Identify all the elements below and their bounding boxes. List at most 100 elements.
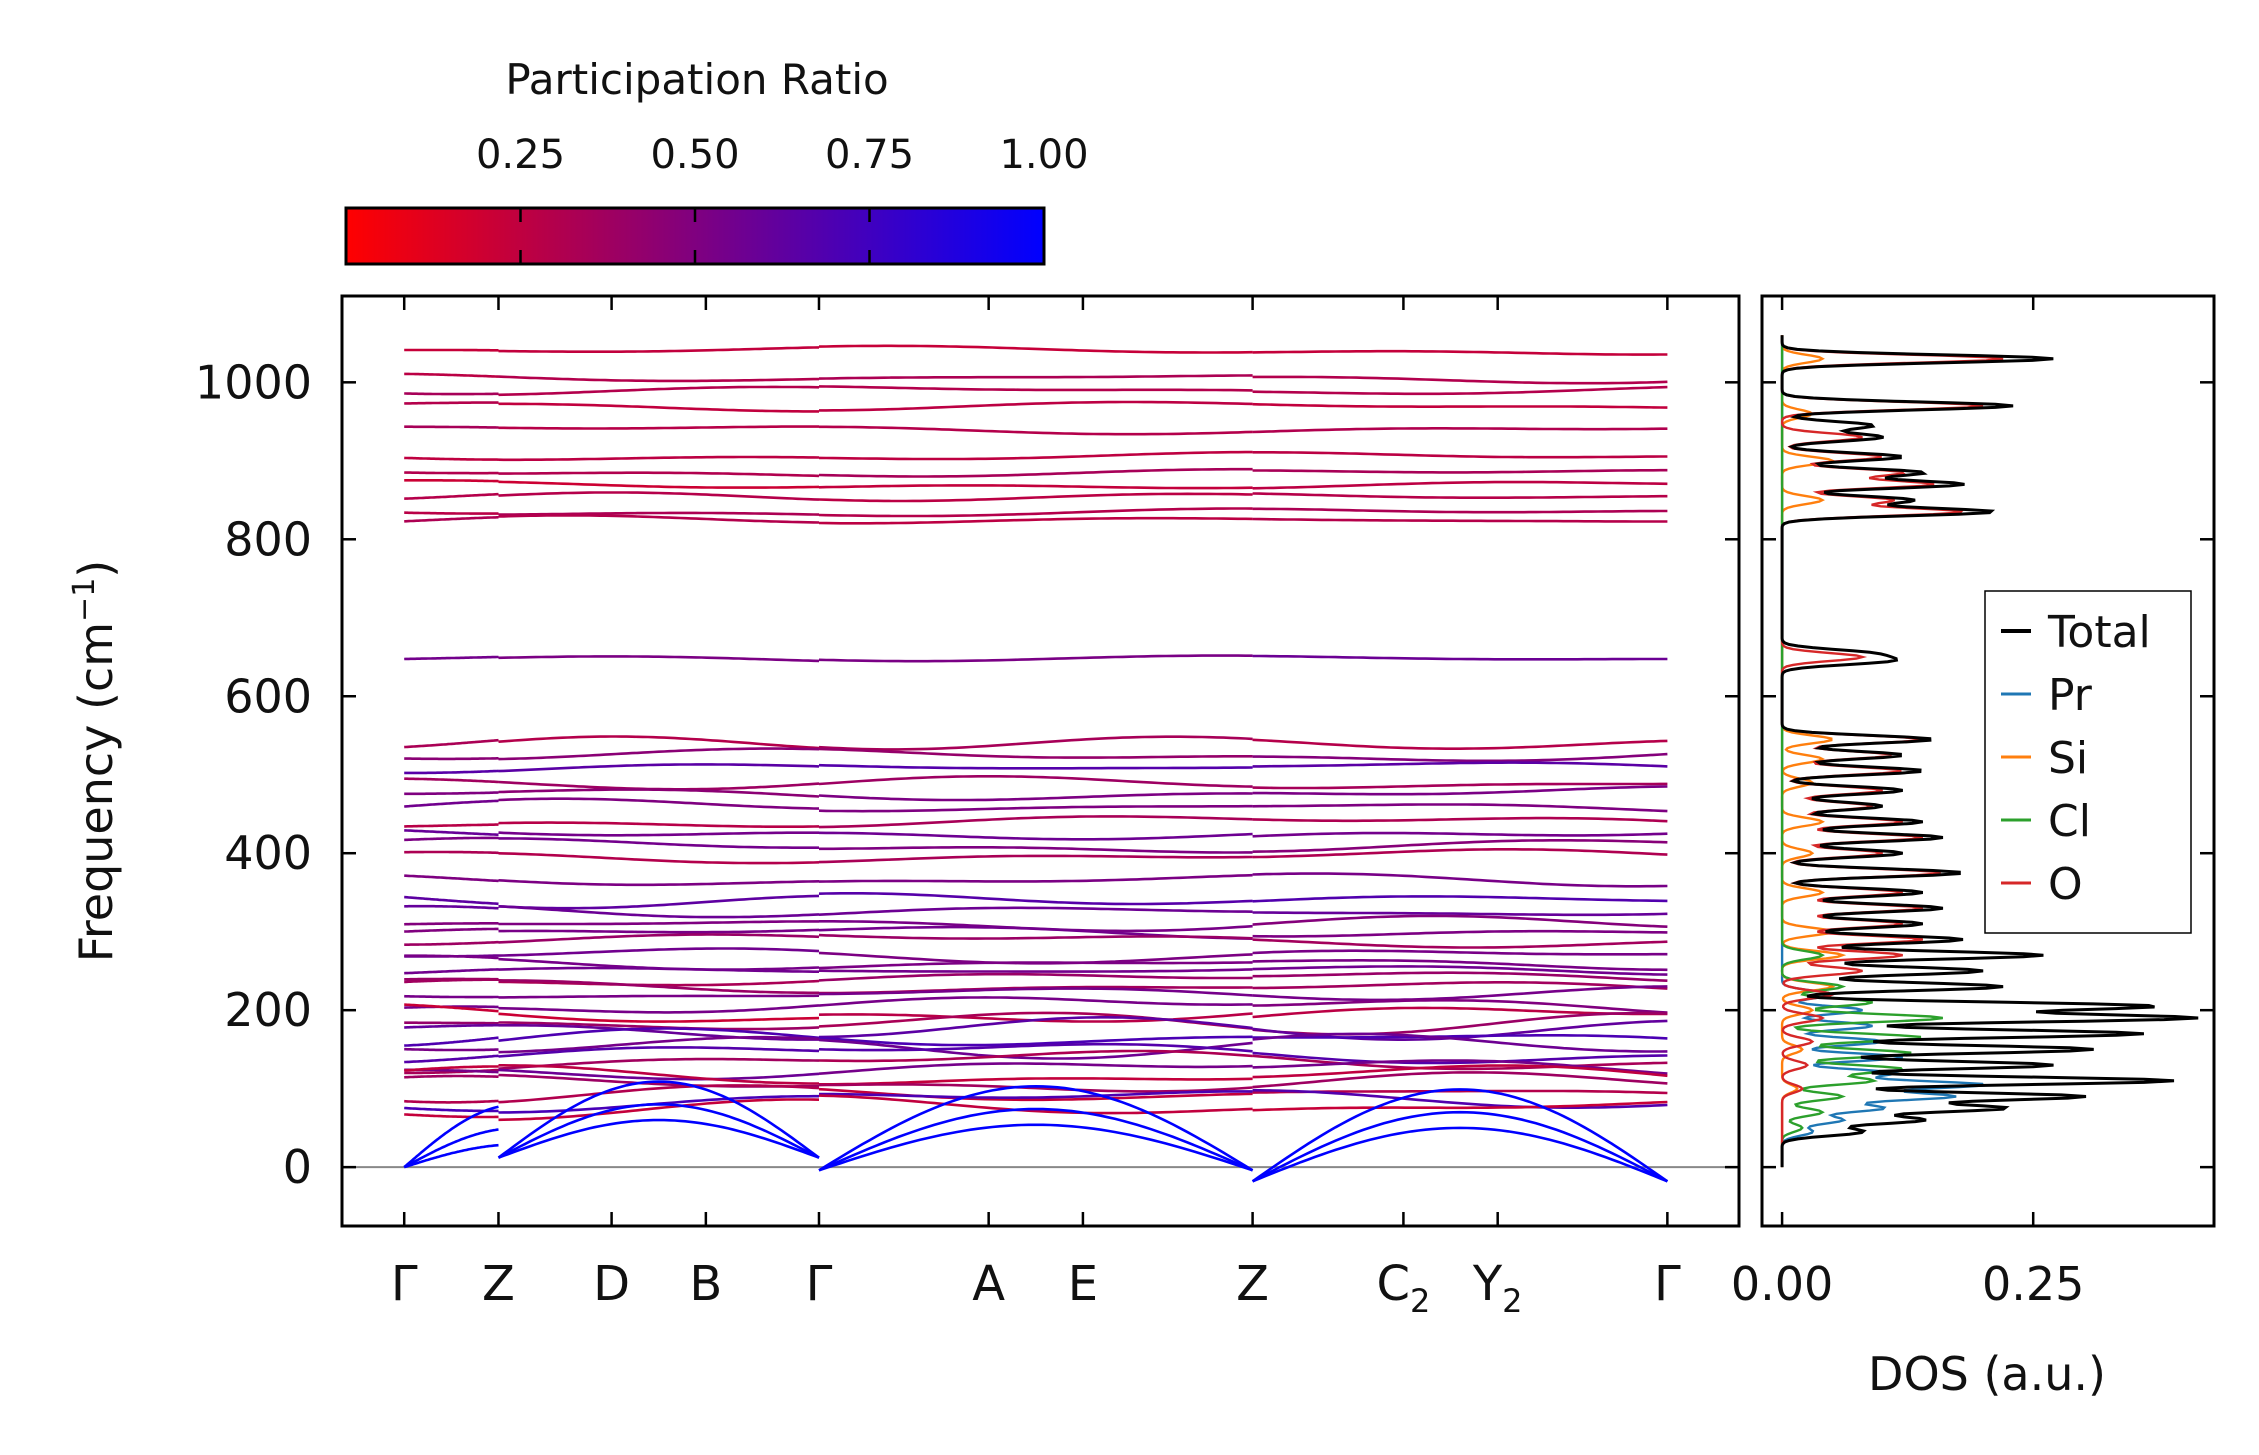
low-frequency-band [818,831,1253,841]
low-frequency-band [1252,938,1668,949]
high-frequency-band [404,401,499,405]
low-frequency-band [1252,803,1668,813]
low-frequency-band [498,1046,820,1058]
low-frequency-band [1252,782,1668,790]
low-frequency-band [1252,949,1668,956]
low-frequency-band [1252,752,1668,763]
low-frequency-band [498,1068,820,1081]
colorbar-tick-label: 0.75 [825,132,914,178]
low-frequency-band [404,1099,499,1104]
low-frequency-band [1252,1032,1668,1053]
low-frequency-band [819,1077,1253,1086]
low-frequency-band [498,1098,820,1122]
kpoint-label: B [689,1256,722,1312]
low-frequency-band [498,821,820,828]
kpoint-label: D [593,1256,630,1312]
low-frequency-band [404,769,499,775]
low-frequency-band [1252,1100,1668,1112]
low-frequency-band [818,1016,1253,1039]
low-frequency-band [818,1049,1253,1063]
low-frequency-band [404,829,499,836]
high-frequency-band [1252,507,1668,514]
low-frequency-band [404,874,499,883]
low-frequency-band [818,892,1253,906]
y-tick-label: 1000 [195,355,312,409]
low-frequency-band [498,1012,820,1023]
acoustic-branch [818,1123,1254,1172]
high-frequency-band [1252,492,1668,499]
low-frequency-band [404,978,499,984]
low-frequency-band [498,837,819,849]
high-frequency-band [498,480,820,489]
high-frequency-band [1252,385,1668,396]
low-frequency-band [818,1035,1253,1047]
low-frequency-band [498,928,820,934]
colorbar-ticks [519,208,871,264]
kpoint-label: Y2 [1472,1256,1523,1320]
low-frequency-band [1252,999,1668,1014]
high-frequency-band [1252,480,1668,490]
low-frequency-band [818,815,1253,829]
high-frequency-band [818,492,1253,503]
low-frequency-band [1252,981,1668,990]
low-frequency-band [498,920,819,926]
low-frequency-band [818,933,1253,940]
high-frequency-band [404,456,499,461]
acoustic-branch [403,1105,499,1169]
low-frequency-band [404,895,499,906]
band-y-ticks [342,381,1739,1169]
kpoint-label: A [972,1256,1005,1312]
acoustic-branch [403,1143,499,1169]
high-frequency-band [498,346,820,353]
low-frequency-band [1252,831,1668,838]
low-frequency-band [404,1054,499,1064]
high-frequency-band [404,392,499,396]
colorbar-tick-labels: 0.25 0.50 0.75 1.00 [476,132,1089,178]
low-frequency-band [498,735,820,750]
low-frequency-band [404,1021,499,1025]
band-kpoint-labels: Γ Z D B Γ A E Z C2 Y2 Γ [391,1256,1681,1320]
y-tick-label: 800 [224,512,312,566]
acoustic-branch [403,1128,499,1169]
high-frequency-band [498,402,819,413]
high-frequency-band [818,344,1253,354]
legend-label-pr: Pr [2048,670,2093,721]
high-frequency-band [1252,402,1668,409]
high-frequency-band [404,425,499,429]
high-frequency-band [819,400,1253,412]
low-frequency-band [1252,971,1668,982]
low-frequency-band [498,966,819,973]
legend-label-si: Si [2048,733,2088,784]
low-frequency-band [1252,959,1668,972]
high-frequency-band [404,471,499,475]
high-frequency-band [498,385,820,397]
low-frequency-band [404,1023,499,1029]
acoustic-branch [497,1103,820,1159]
low-frequency-band [1252,1034,1668,1040]
colorbar-tick-label: 0.25 [476,132,565,178]
dos-legend: Total Pr Si Cl O [1984,590,2192,934]
high-frequency-band [498,425,819,430]
low-frequency-band [498,894,820,910]
high-frequency-band [1252,451,1668,459]
low-frequency-band [818,735,1253,751]
acoustic-branch [1251,1110,1668,1183]
high-frequency-band [404,479,499,483]
high-frequency-band [1252,517,1668,523]
acoustic-branch [818,1084,1254,1172]
low-frequency-band [404,940,499,946]
dos-x-tick-label: 0.25 [1982,1257,2084,1311]
low-frequency-band [498,947,820,957]
high-frequency-band [1252,375,1668,385]
band-x-ticks [402,296,1669,1226]
dos-ticks [1762,296,2214,1226]
low-frequency-band [498,1035,820,1054]
dos-x-tick-label: 0.00 [1731,1257,1833,1311]
low-frequency-band [498,1064,819,1085]
low-frequency-band [404,1036,499,1047]
low-frequency-band [1252,839,1668,853]
low-frequency-band [404,1074,499,1079]
low-frequency-band [818,968,1253,973]
y-tick-label: 600 [224,669,312,723]
kpoint-label: Z [1236,1256,1269,1312]
